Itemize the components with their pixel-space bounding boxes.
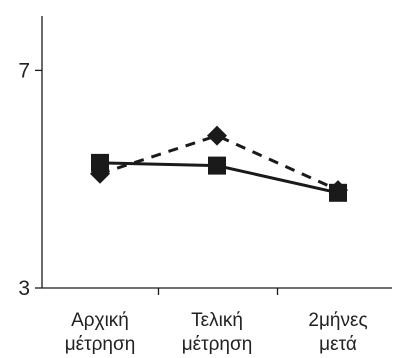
x-category-label: μετά (319, 334, 357, 355)
x-category-label: μέτρηση (65, 334, 136, 355)
y-tick-label: 7 (18, 59, 30, 82)
x-category-label: Αρχική (71, 310, 129, 331)
square-point-marker (208, 156, 226, 175)
x-category-label: Τελική (191, 310, 243, 331)
square-point-marker (91, 153, 109, 172)
diamond-point-marker (207, 125, 227, 146)
x-category-label: μέτρηση (182, 334, 253, 355)
dashed-series-line (99, 134, 339, 192)
diamond-point-marker (90, 163, 110, 184)
x-category-label: 2μήνες (308, 310, 367, 331)
diamond-point-marker (328, 180, 348, 201)
y-tick-label: 3 (18, 277, 30, 300)
